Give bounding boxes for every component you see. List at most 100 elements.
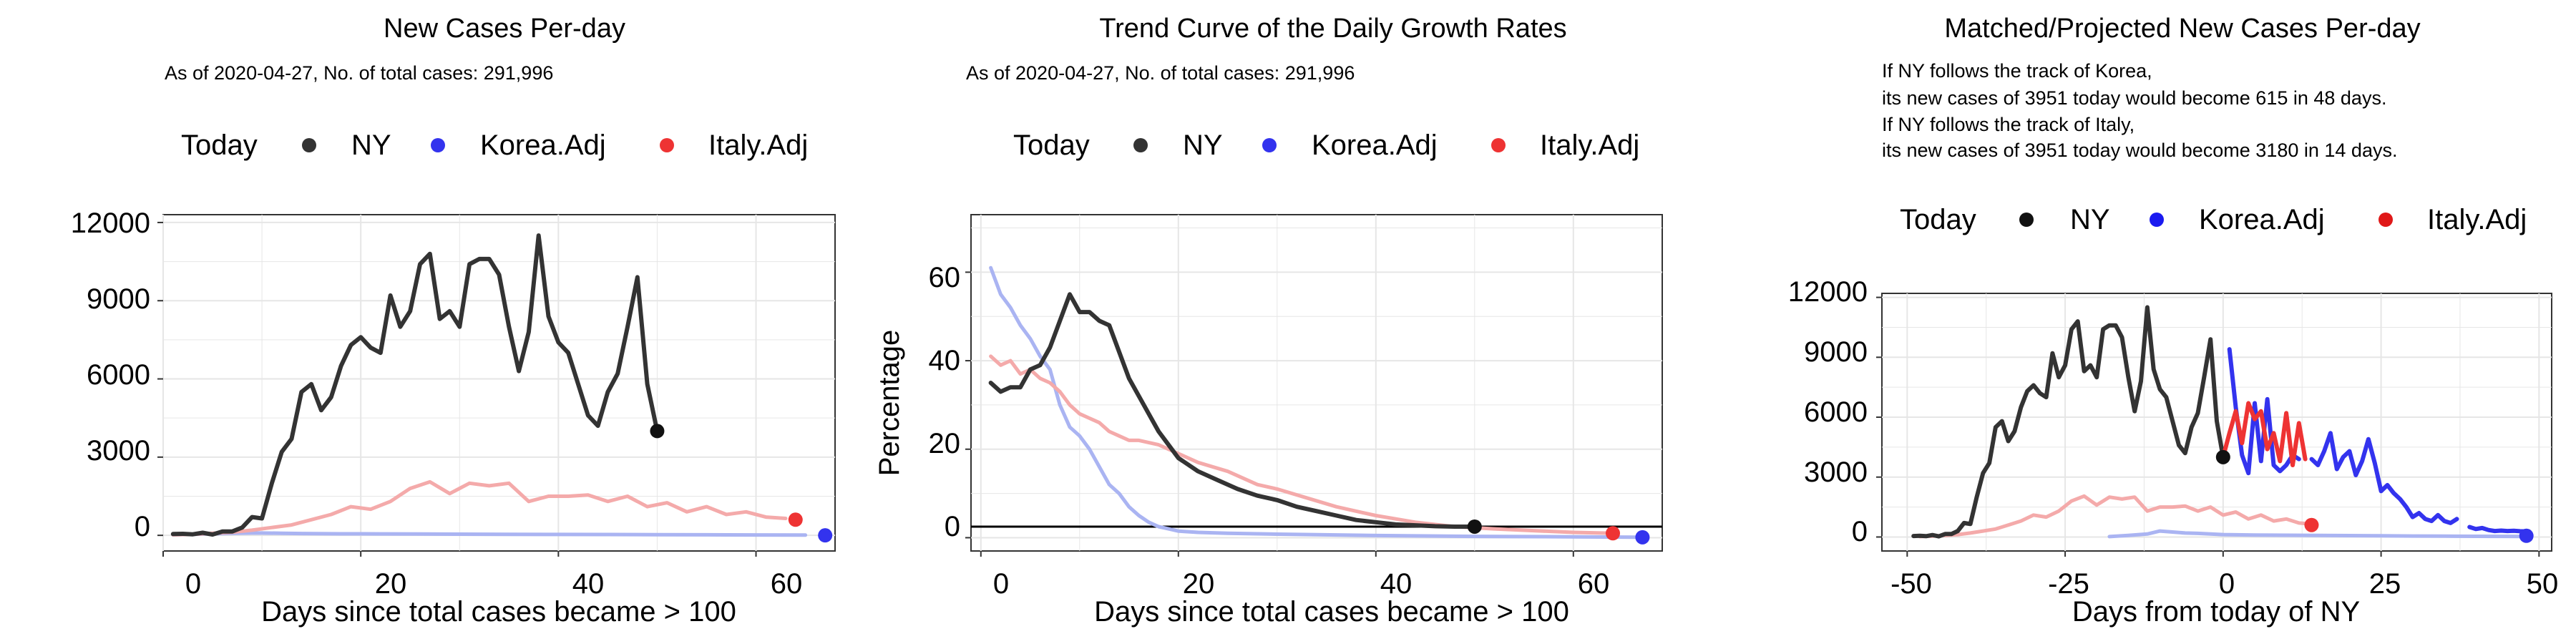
legend-label-ny: NY [2070,204,2110,235]
legend-key-ny [302,138,316,152]
series-line-italy-adj [171,479,788,537]
series-line-korea-adj [989,265,1644,540]
x-tick-label: -25 [2048,568,2089,600]
projection-note-line: its new cases of 3951 today would become… [1882,140,2397,161]
series-line-korea-adj [171,531,808,537]
legend-key-italy [1491,138,1506,152]
today-point-ny [650,424,665,439]
legend-title: Today [1013,130,1090,161]
chart-subtitle: As of 2020-04-27, No. of total cases: 29… [165,62,553,84]
x-tick-label: 50 [2527,568,2559,600]
chart-title: New Cases Per-day [384,14,625,44]
x-axis: -50 -25 0 25 50 Days from today of NY [1890,568,2558,628]
series-layer [971,265,1662,540]
today-point-italy-adj [1606,526,1620,541]
x-axis-label: Days from today of NY [2072,596,2360,628]
today-point-italy-adj [2304,517,2319,532]
y-tick-label: 40 [929,345,961,376]
legend-key-italy [2379,213,2393,227]
x-tick-label: 20 [1183,568,1215,600]
y-tick-label: 12000 [71,208,150,239]
x-axis: 0 20 40 60 Days since total cases became… [993,568,1609,628]
y-tick-label: 12000 [1788,276,1868,308]
series-line-italy-adj [1918,494,2313,539]
x-tick-label: 60 [771,568,803,600]
y-axis: 0 3000 6000 9000 12000 [1788,276,1868,547]
x-axis-label: Days since total cases became > 100 [1094,596,1569,628]
legend-key-korea [1262,138,1277,152]
series-line-ny [170,233,660,537]
legend-title: Today [1900,204,1976,235]
legend-label-italy: Italy.Adj [1540,130,1639,161]
chart-panel-projected-cases: Matched/Projected New Cases Per-day If N… [1788,14,2558,628]
y-tick-label: 0 [1852,516,1868,547]
chart-panel-growth-rates: Trend Curve of the Daily Growth Rates As… [874,14,1663,628]
chart-title: Trend Curve of the Daily Growth Rates [1099,14,1566,44]
today-markers [650,424,833,543]
series-layer [170,233,808,537]
y-tick-label: 9000 [1804,336,1868,368]
y-tick-label: 6000 [87,359,150,391]
today-markers [2215,449,2534,543]
legend-label-ny: NY [1183,130,1223,161]
today-point-ny [1467,519,1482,534]
series-line-italy-adj [2220,401,2308,467]
legend-label-korea: Korea.Adj [480,130,606,161]
legend-key-korea [2150,213,2164,227]
x-tick-label: 0 [993,568,1009,600]
today-point-korea-adj [818,528,833,543]
projection-note-line: If NY follows the track of Korea, [1882,60,2152,82]
y-tick-label: 3000 [87,435,150,467]
legend-label-korea: Korea.Adj [2199,204,2325,235]
y-axis: 0 3000 6000 9000 12000 [71,208,150,542]
legend-label-italy: Italy.Adj [2427,204,2527,235]
x-tick-label: 0 [2219,568,2235,600]
plot-area [162,214,836,552]
x-tick-label: 40 [1380,568,1413,600]
grid [157,215,835,557]
y-tick-label: 20 [929,428,961,459]
legend-label-korea: Korea.Adj [1312,130,1438,161]
series-line-ny [988,292,1477,529]
legend-key-italy [660,138,674,152]
projection-note-line: its new cases of 3951 today would become… [1882,87,2386,109]
today-point-italy-adj [788,512,803,527]
legend: Today NY Korea.Adj Italy.Adj [1900,204,2527,235]
x-tick-label: 25 [2369,568,2401,600]
series-line-korea-adj [2107,529,2529,539]
legend: Today NY Korea.Adj Italy.Adj [181,130,808,161]
y-tick-label: 3000 [1804,457,1868,488]
x-tick-label: 60 [1578,568,1610,600]
y-tick-label: 0 [945,511,960,542]
y-axis: Percentage 0 20 40 60 [874,262,960,542]
series-layer [1911,305,2529,539]
y-tick-label: 0 [135,511,150,542]
series-line-korea-adj [2467,525,2529,534]
today-point-korea-adj [1635,530,1650,545]
x-axis-label: Days since total cases became > 100 [261,596,736,628]
legend-key-korea [431,138,445,152]
y-tick-label: 6000 [1804,396,1868,428]
y-tick-label: 9000 [87,283,150,315]
x-tick-label: 0 [185,568,201,600]
legend-label-italy: Italy.Adj [708,130,808,161]
chart-panel-new-cases: New Cases Per-day As of 2020-04-27, No. … [71,14,836,628]
legend-label-ny: NY [351,130,391,161]
chart-subtitle: As of 2020-04-27, No. of total cases: 29… [966,62,1355,84]
legend: Today NY Korea.Adj Italy.Adj [1013,130,1639,161]
projection-note-line: If NY follows the track of Italy, [1882,114,2135,135]
x-tick-label: 40 [572,568,605,600]
x-tick-label: 20 [375,568,407,600]
today-point-korea-adj [2519,528,2534,543]
y-tick-label: 60 [929,262,961,293]
series-line-ny [1911,305,2225,539]
series-line-italy-adj [989,354,1615,535]
plot-area [970,214,1663,552]
series-line-korea-adj [2309,431,2459,525]
today-point-ny [2215,449,2230,464]
legend-title: Today [181,130,258,161]
x-tick-label: -50 [1890,568,1932,600]
x-axis: 0 20 40 60 Days since total cases became… [185,568,802,628]
y-axis-label: Percentage [874,330,905,477]
